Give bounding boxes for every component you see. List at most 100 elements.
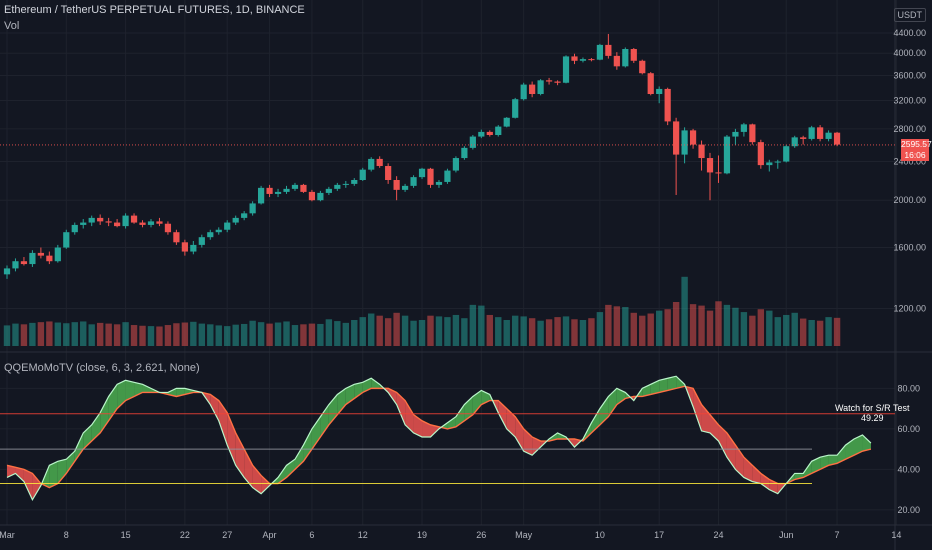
volume-bar: [410, 320, 417, 346]
bear-band: [735, 445, 744, 478]
volume-bar: [495, 317, 502, 346]
price-axis[interactable]: 1200.00 1600.00 2000.00 2400.00 2800.00 3200.…: [893, 28, 926, 314]
bear-band: [506, 408, 516, 437]
qqe-oscillator: [6, 375, 872, 502]
time-axis[interactable]: Mar 8 15 22 27 Apr 6 12 19 26 May 10 17 24 Jun 7 14: [0, 530, 901, 540]
candle: [562, 55, 570, 84]
candle-body: [774, 161, 781, 163]
volume-bar: [156, 326, 163, 346]
candle: [156, 217, 163, 227]
bull-band: [854, 434, 863, 456]
candle-body: [749, 124, 756, 143]
candle: [224, 220, 231, 233]
candle: [740, 122, 747, 137]
candle-body: [114, 222, 121, 227]
volume-bar: [54, 322, 62, 346]
candle: [300, 183, 307, 193]
candle-body: [817, 127, 824, 139]
volume-bars: [3, 276, 841, 346]
candle-body: [376, 158, 383, 167]
volume-bar: [630, 312, 637, 346]
volume-bar: [105, 323, 112, 346]
symbol-title[interactable]: Ethereum / TetherUS PERPETUAL FUTURES, 1…: [4, 4, 305, 16]
bull-band: [320, 404, 329, 437]
bull-band: [108, 384, 118, 421]
annotation-line-2: 49.29: [860, 413, 884, 424]
candle: [12, 258, 19, 272]
time-tick-label: Jun: [779, 530, 794, 540]
bull-band: [328, 394, 338, 425]
candle: [359, 167, 366, 181]
volume-bar: [173, 323, 180, 346]
candle: [732, 128, 739, 145]
bull-band: [74, 432, 84, 462]
candle-body: [825, 132, 832, 139]
bull-band: [659, 378, 668, 393]
candle-body: [783, 146, 790, 162]
volume-bar: [351, 320, 358, 346]
volume-bar: [46, 321, 53, 346]
bear-band: [752, 465, 761, 484]
volume-bar: [240, 323, 248, 346]
candle-body: [529, 84, 536, 95]
candle: [529, 81, 536, 98]
volume-bar: [537, 320, 544, 346]
slow-line: [6, 385, 872, 489]
candle-body: [385, 166, 392, 180]
bull-band: [667, 376, 677, 391]
candle-body: [520, 84, 527, 100]
currency-badge[interactable]: USDT: [893, 8, 926, 22]
candle: [537, 79, 544, 96]
volume-bar: [545, 319, 553, 346]
candle-body: [3, 268, 11, 275]
candle-body: [147, 221, 155, 225]
bear-band: [532, 436, 541, 456]
candle: [673, 117, 680, 195]
candle: [308, 189, 316, 202]
bull-band: [464, 396, 473, 421]
volume-bar: [639, 315, 646, 346]
candle-body: [452, 158, 460, 171]
candle-body: [732, 131, 739, 137]
volume-bar: [740, 312, 748, 346]
time-tick-label: 22: [180, 530, 190, 540]
indicator-legend-label[interactable]: QQEMoMoTV (close, 6, 3, 2.621, None): [4, 362, 200, 374]
bull-band: [828, 455, 838, 466]
candle: [503, 117, 510, 128]
volume-bar: [20, 324, 28, 346]
candle: [545, 77, 553, 85]
volume-bar: [799, 318, 807, 346]
volume-bar: [334, 321, 341, 346]
candle: [444, 168, 451, 184]
bull-band: [472, 390, 482, 415]
candle-body: [325, 188, 332, 193]
candle: [766, 159, 773, 172]
candle-body: [495, 126, 502, 136]
bull-band: [311, 416, 321, 450]
candle-body: [80, 222, 87, 225]
candle: [698, 140, 705, 171]
volume-bar: [689, 304, 697, 346]
volume-bar: [164, 325, 172, 346]
bear-band: [235, 432, 245, 478]
time-tick-label: 10: [595, 530, 605, 540]
candle-body: [469, 136, 476, 148]
candle: [37, 247, 44, 259]
volume-bar: [325, 319, 333, 346]
candle-body: [596, 44, 603, 60]
volume-bar: [435, 316, 443, 346]
candle: [368, 157, 375, 172]
candle-body: [249, 203, 256, 214]
candle: [215, 227, 222, 235]
candle: [173, 229, 180, 245]
volume-bar: [198, 323, 206, 346]
candle: [410, 175, 417, 188]
bear-band: [405, 400, 414, 433]
oscillator-axis[interactable]: 20.00 40.00 60.00 80.00: [897, 383, 920, 515]
volume-legend-label[interactable]: Vol: [4, 20, 20, 32]
candle-body: [156, 221, 163, 224]
candle: [689, 128, 697, 149]
candle-body: [512, 99, 519, 118]
